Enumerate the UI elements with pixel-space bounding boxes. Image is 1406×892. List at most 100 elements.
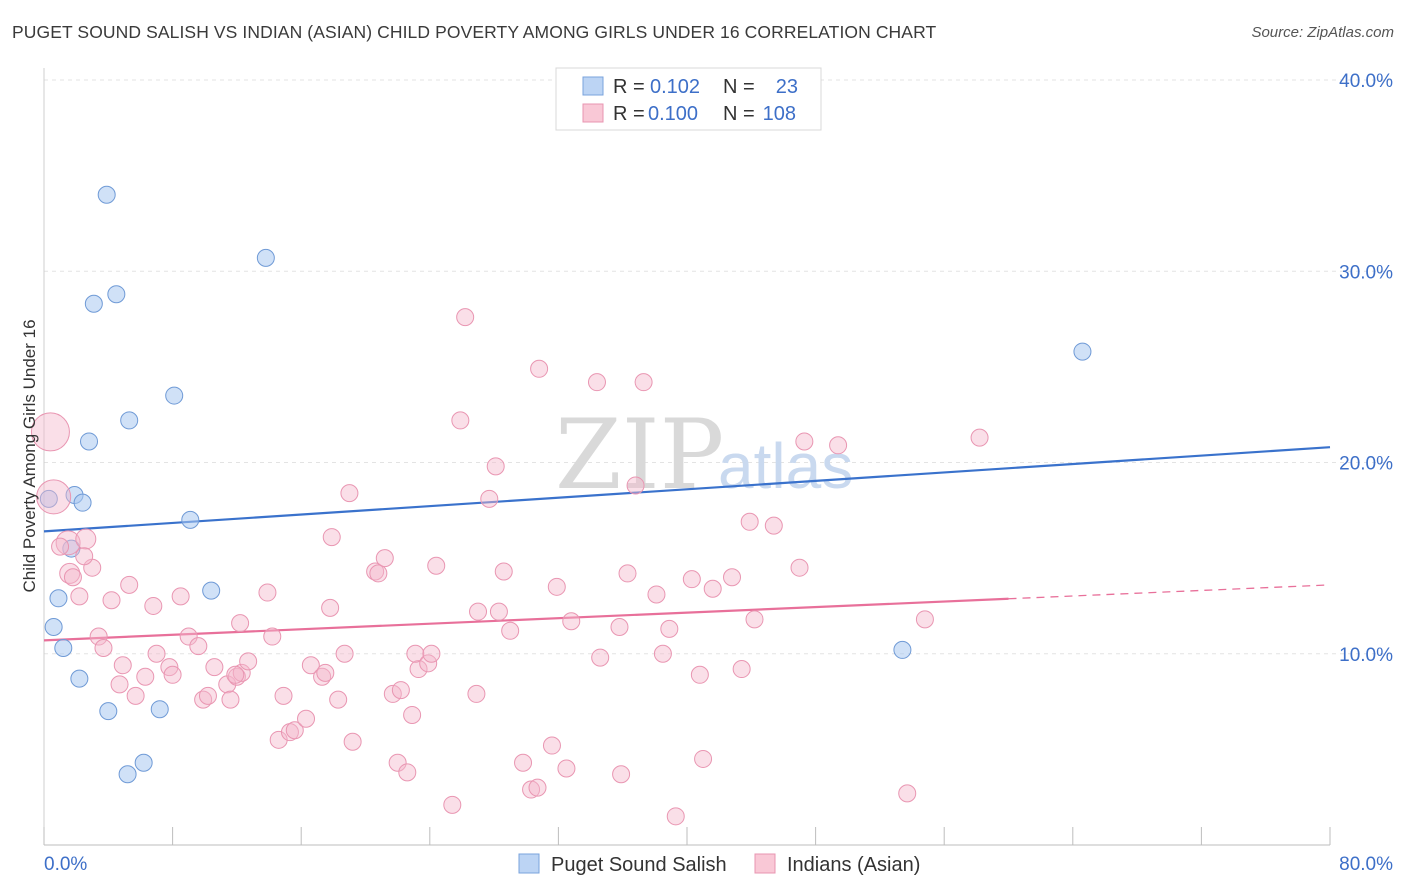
indians-asian-point: [144, 596, 163, 615]
indians-asian-point: [970, 428, 989, 447]
indians-asian-point: [530, 359, 549, 378]
indians-asian-point: [591, 648, 610, 667]
y-tick-label: 40.0%: [1339, 71, 1393, 92]
indians-asian-point: [660, 619, 679, 638]
puget-sound-salish-point: [80, 432, 99, 451]
indians-asian-point: [898, 784, 917, 803]
indians-asian-point: [626, 476, 645, 495]
legend-n-value: 108: [763, 103, 796, 125]
legend: R = 0.102 N = 23 R = 0.100 N = 108: [555, 67, 822, 131]
indians-asian-point: [221, 690, 240, 709]
legend-n-value: 23: [776, 76, 798, 98]
indians-asian-point: [232, 663, 251, 682]
indians-asian-point: [231, 614, 250, 633]
legend-r-value: 0.100: [648, 103, 698, 125]
puget-sound-salish-point: [893, 640, 912, 659]
puget-sound-salish-point: [134, 753, 153, 772]
indians-asian-point: [419, 654, 438, 673]
bottom-legend-label: Indians (Asian): [787, 854, 920, 876]
indians-asian-point: [703, 579, 722, 598]
indians-asian-point: [522, 780, 541, 799]
x-tick-labels: 0.0% 80.0%: [44, 854, 1393, 875]
puget-sound-salish-point: [150, 700, 169, 719]
trend-line-pink: [43, 597, 1009, 642]
indians-asian-point: [75, 528, 97, 550]
indians-asian-point: [75, 547, 94, 566]
indians-asian-point: [480, 489, 499, 508]
indians-asian-point: [610, 617, 629, 636]
indians-asian-point: [682, 570, 701, 589]
indians-asian-point: [388, 753, 407, 772]
indians-asian-point: [494, 562, 513, 581]
source-credit: Source: ZipAtlas.com: [1251, 24, 1394, 41]
indians-asian-point: [732, 660, 751, 679]
legend-swatch-blue: [582, 76, 604, 96]
indians-asian-point: [612, 765, 631, 784]
indians-asian-point: [136, 667, 155, 686]
y-tick-label: 30.0%: [1339, 262, 1393, 283]
indians-asian-point: [366, 562, 385, 581]
indians-asian-point: [340, 484, 359, 503]
indians-asian-point: [547, 577, 566, 596]
indians-asian-point: [422, 644, 441, 663]
indians-asian-point: [163, 665, 182, 684]
indians-asian-point: [456, 308, 475, 327]
indians-asian-point: [634, 373, 653, 392]
indians-asian-point: [829, 436, 848, 455]
axes: [43, 68, 1331, 846]
puget-sound-salish-point: [1073, 342, 1092, 361]
legend-n-label: N =: [723, 76, 755, 98]
legend-r-label: R =: [613, 76, 645, 98]
indians-asian-point: [36, 479, 72, 515]
puget-sound-salish-point: [165, 386, 184, 405]
puget-sound-salish-point: [54, 639, 73, 658]
x-tick-label: 80.0%: [1339, 854, 1393, 875]
indians-asian-point: [618, 564, 637, 583]
watermark-zip: ZIP: [555, 399, 724, 511]
x-tick-label: 0.0%: [44, 854, 87, 875]
puget-sound-salish-point: [118, 765, 137, 784]
indians-asian-point: [443, 795, 462, 814]
indians-asian-point: [427, 556, 446, 575]
puget-sound-salish-point: [49, 589, 68, 608]
indians-asian-point: [110, 675, 129, 694]
puget-sound-salish-point: [107, 285, 126, 304]
y-tick-label: 20.0%: [1339, 454, 1393, 475]
indians-asian-point: [335, 644, 354, 663]
indians-asian-point: [226, 665, 245, 684]
y-tick-labels: 10.0% 20.0% 30.0% 40.0%: [1339, 71, 1393, 666]
indians-asian-point: [258, 583, 277, 602]
indians-asian-point: [790, 558, 809, 577]
indians-asian-point: [467, 684, 486, 703]
indians-asian-point: [179, 627, 198, 646]
indians-asian-point: [740, 512, 759, 531]
indians-asian-point: [321, 598, 340, 617]
indians-asian-point: [189, 637, 208, 656]
legend-r-value: 0.102: [650, 76, 700, 98]
indians-asian-point: [113, 656, 132, 675]
indians-asian-point: [690, 665, 709, 684]
legend-n-label: N =: [723, 103, 755, 125]
indians-asian-point: [329, 690, 348, 709]
indians-asian-point: [406, 644, 425, 663]
puget-sound-salish-point: [181, 510, 200, 529]
indians-asian-point: [409, 660, 428, 679]
indians-asian-point: [274, 686, 293, 705]
indians-asian-point: [263, 627, 282, 646]
puget-sound-salish-point: [70, 669, 89, 688]
chart-title: PUGET SOUND SALISH VS INDIAN (ASIAN) CHI…: [12, 22, 937, 42]
bottom-legend: Puget Sound Salish Indians (Asian): [518, 853, 920, 876]
indians-asian-point: [398, 763, 417, 782]
indians-asian-point: [147, 644, 166, 663]
indians-asian-point: [316, 663, 335, 682]
data-points: [30, 185, 1092, 826]
trend-lines: [43, 446, 1331, 642]
indians-asian-point: [239, 652, 258, 671]
indians-asian-point: [764, 516, 783, 535]
indians-asian-point: [694, 749, 713, 768]
indians-asian-point: [451, 411, 470, 430]
indians-asian-point: [653, 644, 672, 663]
legend-swatch-pink: [582, 103, 604, 123]
indians-asian-point: [375, 549, 394, 568]
trend-line-blue: [43, 446, 1331, 533]
